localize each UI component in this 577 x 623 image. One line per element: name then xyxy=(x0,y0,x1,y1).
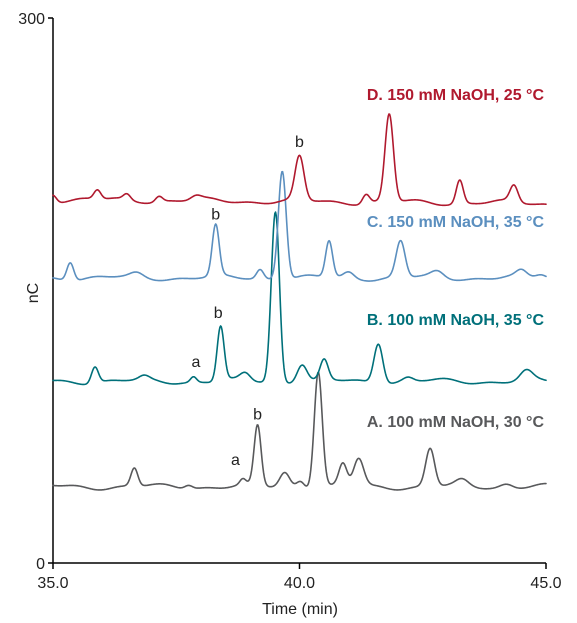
trace-series-2 xyxy=(52,211,547,386)
series-label: C. 150 mM NaOH, 35 °C xyxy=(367,214,545,231)
x-tick-label: 35.0 xyxy=(37,575,68,592)
series-label: B. 100 mM NaOH, 35 °C xyxy=(367,312,545,329)
x-axis-ticks: 35.0 40.0 45.0 xyxy=(37,563,562,592)
y-tick-label: 300 xyxy=(18,11,45,28)
chromatogram-traces xyxy=(52,113,547,491)
x-tick-label: 45.0 xyxy=(530,575,561,592)
peak-annotation: b xyxy=(214,305,223,322)
peak-annotation: a xyxy=(231,452,240,469)
series-label: A. 100 mM NaOH, 30 °C xyxy=(367,414,545,431)
x-axis-title: Time (min) xyxy=(262,601,338,618)
peak-annotation: a xyxy=(192,354,201,371)
series-labels: A. 100 mM NaOH, 30 °C B. 100 mM NaOH, 35 … xyxy=(367,87,545,431)
peak-annotation: b xyxy=(211,207,220,224)
trace-series-3 xyxy=(52,170,547,282)
trace-series-4 xyxy=(52,113,547,207)
peak-annotations: a b a b b b xyxy=(192,134,305,469)
peak-annotation: b xyxy=(295,134,304,151)
y-axis-title: nC xyxy=(25,283,42,303)
peak-annotation: b xyxy=(253,406,262,423)
series-label: D. 150 mM NaOH, 25 °C xyxy=(367,87,545,104)
y-tick-label: 0 xyxy=(36,556,45,573)
y-axis-ticks: 0 300 xyxy=(18,11,53,573)
x-tick-label: 40.0 xyxy=(284,575,315,592)
trace-series-1 xyxy=(52,371,547,491)
